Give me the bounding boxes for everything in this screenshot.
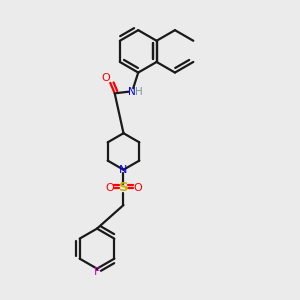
Text: F: F	[94, 267, 100, 277]
Text: O: O	[101, 74, 110, 83]
Text: O: O	[133, 183, 142, 193]
Text: S: S	[119, 182, 128, 194]
Text: H: H	[135, 87, 142, 97]
Text: N: N	[119, 165, 128, 175]
Text: O: O	[105, 183, 114, 193]
Text: N: N	[128, 87, 136, 97]
